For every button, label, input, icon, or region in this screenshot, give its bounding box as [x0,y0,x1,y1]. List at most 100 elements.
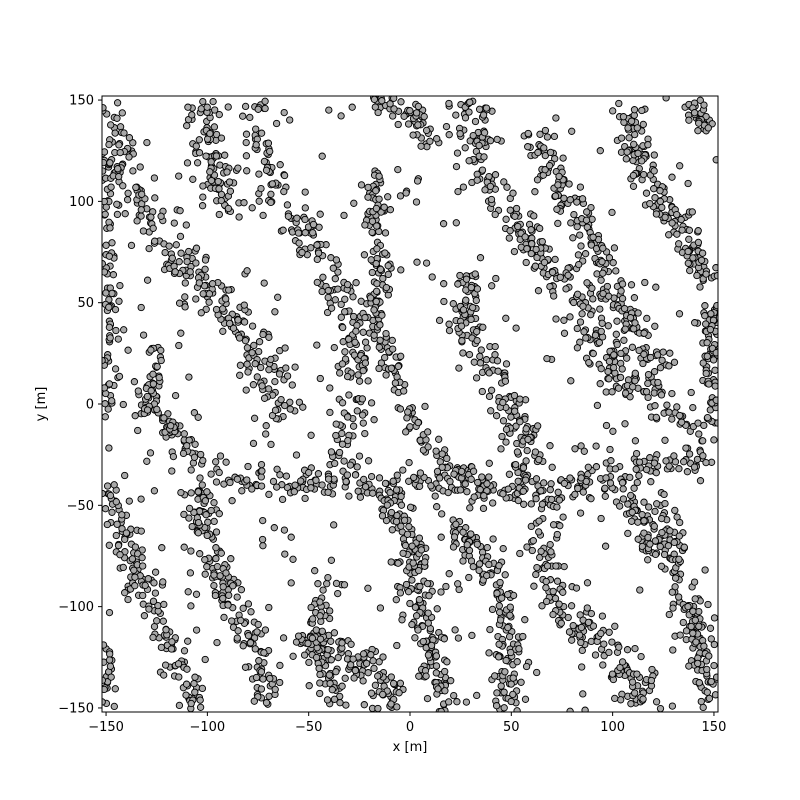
scatter-point [680,543,688,551]
scatter-point [149,633,157,642]
scatter-point [332,668,340,676]
scatter-point [564,271,572,279]
scatter-point [260,394,269,402]
scatter-point [260,649,268,657]
scatter-point [403,530,412,538]
scatter-point [499,398,507,407]
scatter-point [431,492,439,500]
scatter-point [175,673,183,681]
scatter-point [623,646,632,654]
scatter-point [692,638,700,646]
scatter-point [203,531,211,540]
scatter-point [280,187,288,196]
scatter-point [252,141,260,149]
scatter-point [102,167,107,175]
scatter-point [397,522,405,530]
scatter-point [671,458,680,466]
scatter-point [611,622,619,630]
scatter-point [378,512,387,520]
scatter-point [630,106,639,114]
scatter-point [198,202,207,210]
scatter-point [357,181,366,189]
scatter-point [176,207,184,215]
scatter-point [411,603,420,611]
scatter-point [408,576,416,584]
scatter-point [506,603,514,611]
scatter-point [281,401,289,410]
scatter-point [397,501,406,509]
scatter-point [195,136,203,144]
scatter-point [115,172,123,181]
scatter-point [651,537,660,545]
scatter-point [486,137,495,145]
scatter-point [567,602,576,610]
scatter-point [251,360,259,368]
scatter-point [295,239,303,247]
scatter-point [665,231,673,239]
scatter-point [131,543,140,551]
scatter-point [397,492,405,501]
scatter-point [699,452,707,460]
scatter-point [102,641,108,649]
scatter-point [493,357,502,365]
scatter-point [400,516,409,524]
scatter-point [228,617,236,625]
scatter-point [299,403,307,411]
scatter-point [543,562,552,570]
scatter-point [217,134,226,142]
scatter-point [325,106,333,114]
scatter-point [608,208,616,217]
scatter-point [223,168,231,176]
scatter-point [573,290,582,298]
scatter-point [102,148,109,156]
scatter-point [183,257,191,266]
scatter-point [535,517,543,525]
scatter-point [646,454,654,462]
scatter-point [267,355,275,364]
scatter-point [710,661,718,670]
scatter-point [548,463,556,471]
scatter-point [330,695,339,703]
scatter-point [473,176,481,184]
scatter-point [147,213,155,221]
scatter-point [102,505,110,513]
y-tick-label: 150 [69,94,94,109]
scatter-point [412,198,421,206]
scatter-point [583,604,591,612]
scatter-point [702,320,710,328]
scatter-point [636,586,644,594]
scatter-point [700,421,708,430]
scatter-point [138,190,146,198]
scatter-point [115,297,123,305]
scatter-point [571,445,579,453]
scatter-point [573,223,581,231]
scatter-point [521,476,530,484]
scatter-point [129,139,137,147]
scatter-point [565,628,574,636]
scatter-point [180,510,188,519]
scatter-point [249,381,258,389]
scatter-point [581,250,590,258]
scatter-point [308,634,317,642]
scatter-point [192,295,200,303]
scatter-point [360,701,368,709]
scatter-point [283,372,292,380]
scatter-point [535,528,543,536]
scatter-point [516,549,524,558]
scatter-point [639,359,647,368]
y-tick-label: −150 [58,701,94,716]
scatter-point [197,309,205,317]
scatter-point [378,97,386,105]
scatter-point [324,293,332,302]
scatter-point [404,588,413,596]
scatter-point [512,324,520,332]
scatter-point [472,296,480,305]
scatter-point [683,468,692,476]
scatter-point [668,219,676,227]
scatter-point [180,543,188,551]
scatter-point [161,248,169,257]
scatter-point [566,707,574,712]
scatter-point [543,354,551,363]
scatter-point [463,488,471,496]
